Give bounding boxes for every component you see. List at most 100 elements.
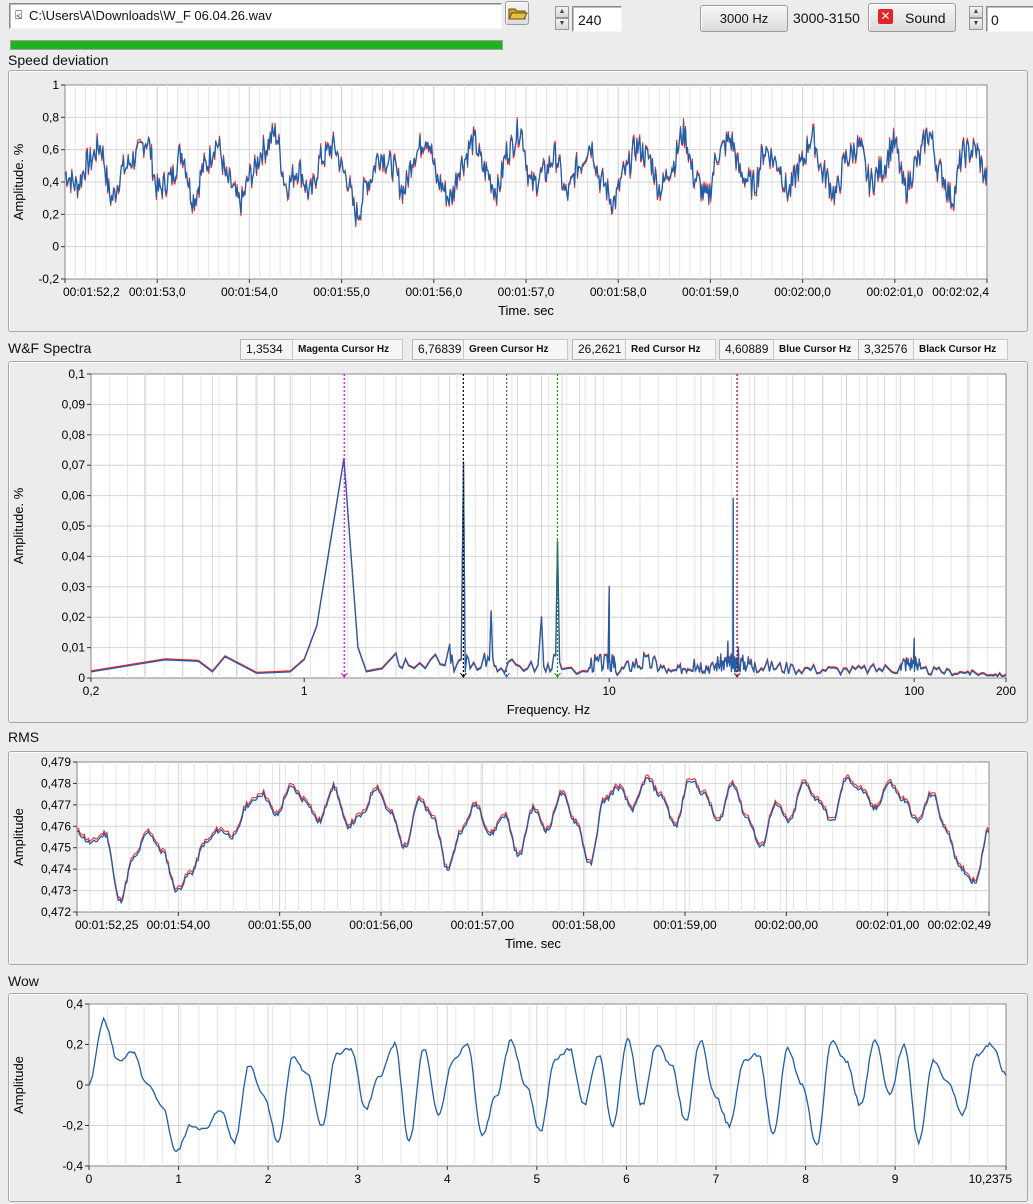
folder-icon (508, 8, 528, 20)
wow-chart[interactable]: 0,4 0,2 0 -0,2 -0,4 Amplitude 0 1 2 3 4 5 6 7 8 9 10,237… (9, 994, 1027, 1201)
cursor-marker (459, 672, 467, 678)
y-tick-label: 0,2 (66, 1038, 83, 1052)
green-cursor-label: Green Cursor Hz (463, 339, 568, 360)
speed-panel: 1 0,8 0,6 0,4 0,2 0 -0,2 Amplitude. % Time. sec 0… (8, 70, 1028, 332)
y-tick-label: 0,07 (62, 458, 86, 472)
x-tick-label: 00:01:53,0 (129, 285, 186, 299)
value-stepper[interactable]: ▲ ▼ (555, 6, 569, 30)
y-axis-label: Amplitude. % (11, 143, 26, 220)
y-tick-label: 0,05 (62, 519, 86, 533)
y-tick-label: -0,2 (62, 1119, 83, 1133)
spectra-panel: 0,1 0,09 0,08 0,07 0,06 0,05 0,04 0,03 0,02 0,01 0… (8, 361, 1028, 723)
browse-folder-button[interactable] (505, 1, 529, 25)
progress-fill (11, 41, 502, 49)
freq-button[interactable]: 3000 Hz (700, 5, 788, 32)
series-main-line (90, 458, 1007, 678)
rms-panel: 0,479 0,478 0,477 0,476 0,475 0,474 0,473 0,472… (8, 751, 1028, 965)
right-stepper-up-button[interactable]: ▲ (969, 6, 983, 18)
red-cursor-label: Red Cursor Hz (625, 339, 716, 360)
stepper-down-button[interactable]: ▼ (555, 18, 569, 30)
y-tick-label: 0,04 (62, 549, 86, 563)
y-tick-label: 0,479 (41, 755, 71, 769)
y-tick-label: 0,09 (62, 397, 86, 411)
x-tick-label: 00:02:02,4 (932, 285, 989, 299)
x-tick-label: 00:01:58,0 (590, 285, 647, 299)
y-axis-label: Amplitude (11, 1056, 26, 1114)
rms-section-title: RMS (8, 729, 40, 745)
y-tick-label: 0,4 (66, 997, 83, 1011)
cursor-marker (503, 672, 510, 678)
x-tick-label: 00:01:56,00 (349, 918, 413, 932)
x-tick-label: 8 (802, 1172, 809, 1186)
y-axis-label: Amplitude. % (11, 487, 26, 564)
y-tick-label: 0,474 (41, 862, 71, 876)
x-axis-label: Frequency. Hz (507, 702, 591, 717)
file-path-field[interactable]: ⍃ C:\Users\A\Downloads\W_F 06.04.26.wav (9, 3, 502, 29)
x-tick-label: 9 (892, 1172, 899, 1186)
red-cursor-value[interactable]: 26,2621 (572, 339, 627, 360)
y-tick-label: 0,01 (62, 641, 86, 655)
sound-button-label: Sound (905, 10, 946, 26)
cursor-marker (733, 672, 741, 678)
right-value-field[interactable]: 0 (986, 6, 1033, 32)
x-tick-label: 00:01:59,0 (682, 285, 739, 299)
close-red-icon: ✕ (878, 9, 893, 24)
x-tick-label: 00:01:55,0 (313, 285, 370, 299)
wow-section-title: Wow (8, 973, 39, 989)
rms-chart[interactable]: 0,479 0,478 0,477 0,476 0,475 0,474 0,473 0,472… (9, 752, 1027, 964)
x-tick-label: 00:01:57,00 (451, 918, 515, 932)
y-tick-label: 0,06 (62, 489, 86, 503)
wf-spectra-chart[interactable]: 0,1 0,09 0,08 0,07 0,06 0,05 0,04 0,03 0,02 0,01 0… (9, 362, 1027, 722)
x-tick-label: 00:02:00,0 (774, 285, 831, 299)
speed-deviation-chart[interactable]: 1 0,8 0,6 0,4 0,2 0 -0,2 Amplitude. % Time. sec 0… (9, 71, 1027, 331)
right-stepper[interactable]: ▲ ▼ (969, 6, 983, 30)
file-path-text: C:\Users\A\Downloads\W_F 06.04.26.wav (29, 8, 272, 23)
x-tick-label: 0 (86, 1172, 93, 1186)
black-cursor-label: Black Cursor Hz (913, 339, 1008, 360)
x-tick-label: 100 (904, 684, 924, 698)
x-tick-label: 00:02:00,00 (755, 918, 819, 932)
freq-range-text: 3000-3150 (793, 10, 860, 26)
blue-cursor-value[interactable]: 4,60889 (719, 339, 774, 360)
x-tick-label: 00:01:58,00 (552, 918, 616, 932)
blue-cursor-label: Blue Cursor Hz (773, 339, 862, 360)
x-tick-label: 10 (603, 684, 617, 698)
green-cursor-value[interactable]: 6,76839 (412, 339, 465, 360)
y-tick-label: 0,08 (62, 428, 86, 442)
x-tick-label: 1 (175, 1172, 182, 1186)
path-icon: ⍃ (15, 8, 23, 22)
magenta-cursor-value[interactable]: 1,3534 (240, 339, 295, 360)
wow-panel: 0,4 0,2 0 -0,2 -0,4 Amplitude 0 1 2 3 4 5 6 7 8 9 10,237… (8, 993, 1028, 1202)
y-tick-label: 0,2 (42, 207, 59, 221)
y-tick-label: 0 (76, 1078, 83, 1092)
sound-button[interactable]: ✕ Sound (868, 3, 956, 32)
right-stepper-down-button[interactable]: ▼ (969, 18, 983, 30)
x-tick-label: 00:01:55,00 (248, 918, 312, 932)
value-field[interactable]: 240 (572, 6, 622, 32)
x-tick-label: 00:01:59,00 (653, 918, 717, 932)
y-tick-label: -0,4 (62, 1159, 83, 1173)
y-tick-label: 0 (78, 671, 85, 685)
y-tick-label: 0,8 (42, 110, 59, 124)
series-main-line (88, 1016, 1007, 1153)
value-field-text: 240 (578, 12, 602, 28)
x-tick-label: 7 (713, 1172, 720, 1186)
black-cursor-value[interactable]: 3,32576 (858, 339, 915, 360)
x-axis-label: Time. sec (505, 936, 561, 951)
y-tick-label: 0,473 (41, 884, 71, 898)
y-tick-label: 0,478 (41, 776, 71, 790)
y-tick-label: 1 (52, 78, 59, 92)
stepper-up-button[interactable]: ▲ (555, 6, 569, 18)
cursor-marker (340, 672, 348, 678)
x-tick-label: 00:01:52,25 (75, 918, 139, 932)
x-tick-label: 5 (534, 1172, 541, 1186)
x-tick-label: 00:01:54,0 (221, 285, 278, 299)
x-tick-label: 00:02:01,00 (856, 918, 920, 932)
y-tick-label: 0,03 (62, 580, 86, 594)
y-tick-label: 0,476 (41, 819, 71, 833)
y-tick-label: 0,6 (42, 143, 59, 157)
x-tick-label: 00:01:57,0 (498, 285, 555, 299)
series-main-line (76, 776, 990, 905)
x-tick-label: 2 (265, 1172, 272, 1186)
x-tick-label: 3 (354, 1172, 361, 1186)
